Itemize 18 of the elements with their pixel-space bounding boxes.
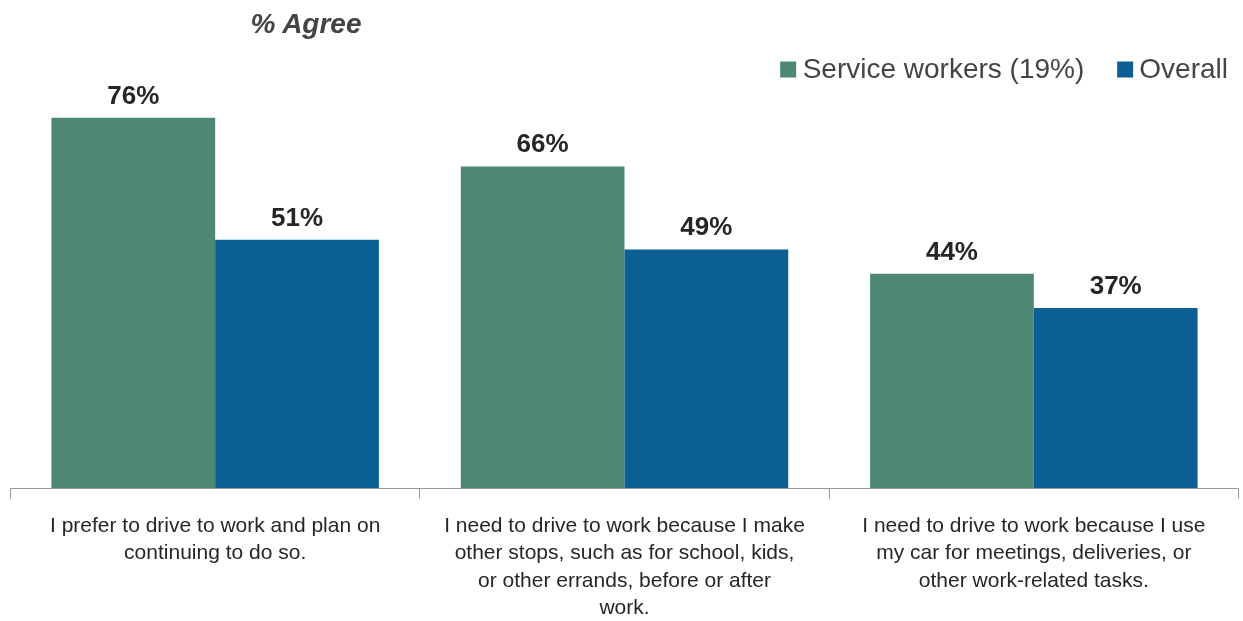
data-label: 76% xyxy=(107,79,160,110)
x-tick-label: I need to drive to work because I use my car for meetings, deliveries, or other work-related tasks. xyxy=(862,512,1206,591)
bar xyxy=(624,249,789,489)
data-label: 44% xyxy=(925,235,978,266)
chart-title: % Agree xyxy=(250,7,362,39)
bar xyxy=(215,239,379,489)
x-tick-label: I prefer to drive to work and plan on continuing to do so. xyxy=(49,512,381,564)
data-label: 49% xyxy=(680,211,733,242)
bar xyxy=(51,117,216,489)
x-tick-label: I need to drive to work because I make other stops, such as for school, kids, or other errands, before or after work. xyxy=(444,512,805,619)
data-label: 66% xyxy=(516,128,569,159)
data-label: 37% xyxy=(1089,269,1142,300)
legend-label: Service workers (19%) xyxy=(802,53,1085,85)
data-label: 51% xyxy=(271,201,324,232)
bar xyxy=(870,273,1034,489)
legend-label: Overall xyxy=(1139,53,1228,85)
bar xyxy=(1033,307,1198,489)
bar xyxy=(460,166,625,489)
